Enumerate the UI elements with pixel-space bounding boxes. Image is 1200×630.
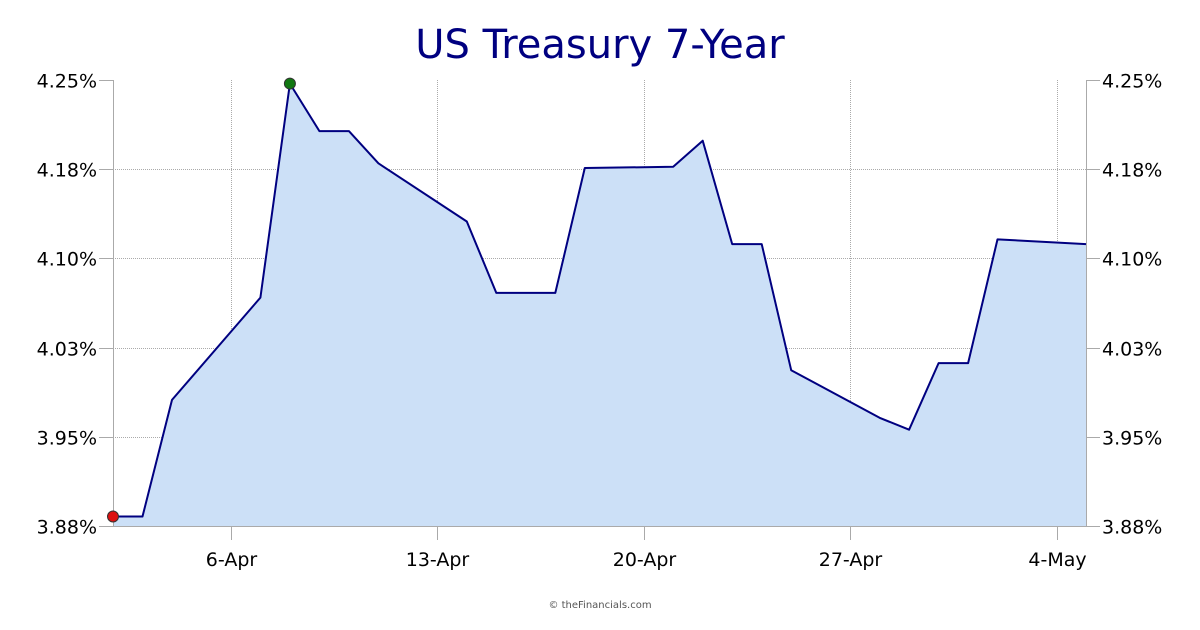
y-tick-label-left: 3.95% <box>37 428 97 450</box>
plot-frame <box>99 80 1100 540</box>
x-tick-label: 6-Apr <box>206 549 258 571</box>
x-tick-label: 4-May <box>1028 549 1086 571</box>
series-line <box>113 82 1087 518</box>
x-tick-label: 27-Apr <box>819 549 883 571</box>
x-tick-label: 20-Apr <box>613 549 677 571</box>
chart-title: US Treasury 7-Year <box>415 22 785 68</box>
series-area-fill <box>113 83 1086 526</box>
y-tick-label-left: 4.18% <box>37 160 97 182</box>
axis-ticks: 3.88% 3.88% 3.95% 3.95% 4.03% 4.03% 4.10% 4.10%… <box>37 71 1163 572</box>
y-tick-label-right: 4.10% <box>1102 249 1162 271</box>
y-tick-label-left: 3.88% <box>37 517 97 539</box>
y-tick-label-right: 4.18% <box>1102 160 1162 182</box>
source-credit: © theFinancials.com <box>548 600 651 611</box>
y-tick-label-right: 3.88% <box>1102 517 1162 539</box>
low-marker <box>107 510 119 523</box>
high-marker <box>283 77 296 90</box>
x-tick-label: 13-Apr <box>406 549 470 571</box>
y-tick-label-right: 4.25% <box>1102 71 1162 93</box>
y-tick-label-left: 4.03% <box>37 339 97 361</box>
y-tick-label-right: 3.95% <box>1102 428 1162 450</box>
y-tick-label-right: 4.03% <box>1102 339 1162 361</box>
extreme-markers <box>107 77 296 523</box>
y-tick-label-left: 4.25% <box>37 71 97 93</box>
y-tick-label-left: 4.10% <box>37 249 97 271</box>
